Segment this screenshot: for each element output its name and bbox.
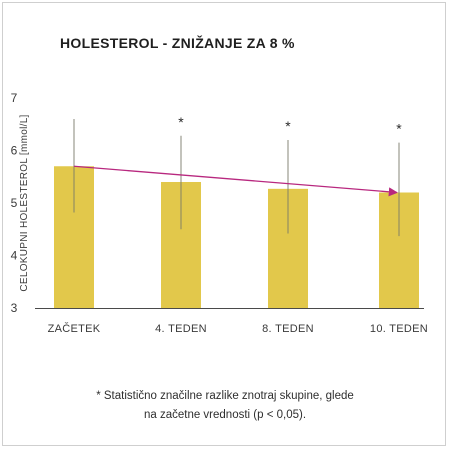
x-category-label: 4. TEDEN	[155, 323, 207, 335]
significance-star-2: *	[178, 114, 184, 130]
y-axis-title: CELOKUPNI HOLESTEROL [mmol/L]	[19, 114, 30, 291]
y-tick-label: 6	[11, 144, 18, 158]
y-tick-label: 7	[11, 91, 18, 105]
chart-title: HOLESTEROL - ZNIŽANJE ZA 8 %	[60, 35, 295, 51]
footnote-line-1: * Statistično značilne razlike znotraj s…	[96, 390, 354, 402]
y-tick-label: 5	[11, 196, 18, 210]
significance-star-3: *	[285, 118, 291, 134]
trend-arrow	[73, 165, 398, 197]
y-tick-label: 4	[11, 249, 18, 263]
x-category-label: ZAČETEK	[48, 322, 101, 335]
significance-star-4: *	[396, 121, 402, 137]
footnote: * Statistično značilne razlike znotraj s…	[0, 387, 450, 425]
x-category-label: 8. TEDEN	[262, 323, 314, 335]
footnote-line-2: na začetne vrednosti (p < 0,05).	[143, 409, 307, 421]
x-category-label: 10. TEDEN	[370, 323, 428, 335]
y-tick-label: 3	[11, 301, 18, 315]
